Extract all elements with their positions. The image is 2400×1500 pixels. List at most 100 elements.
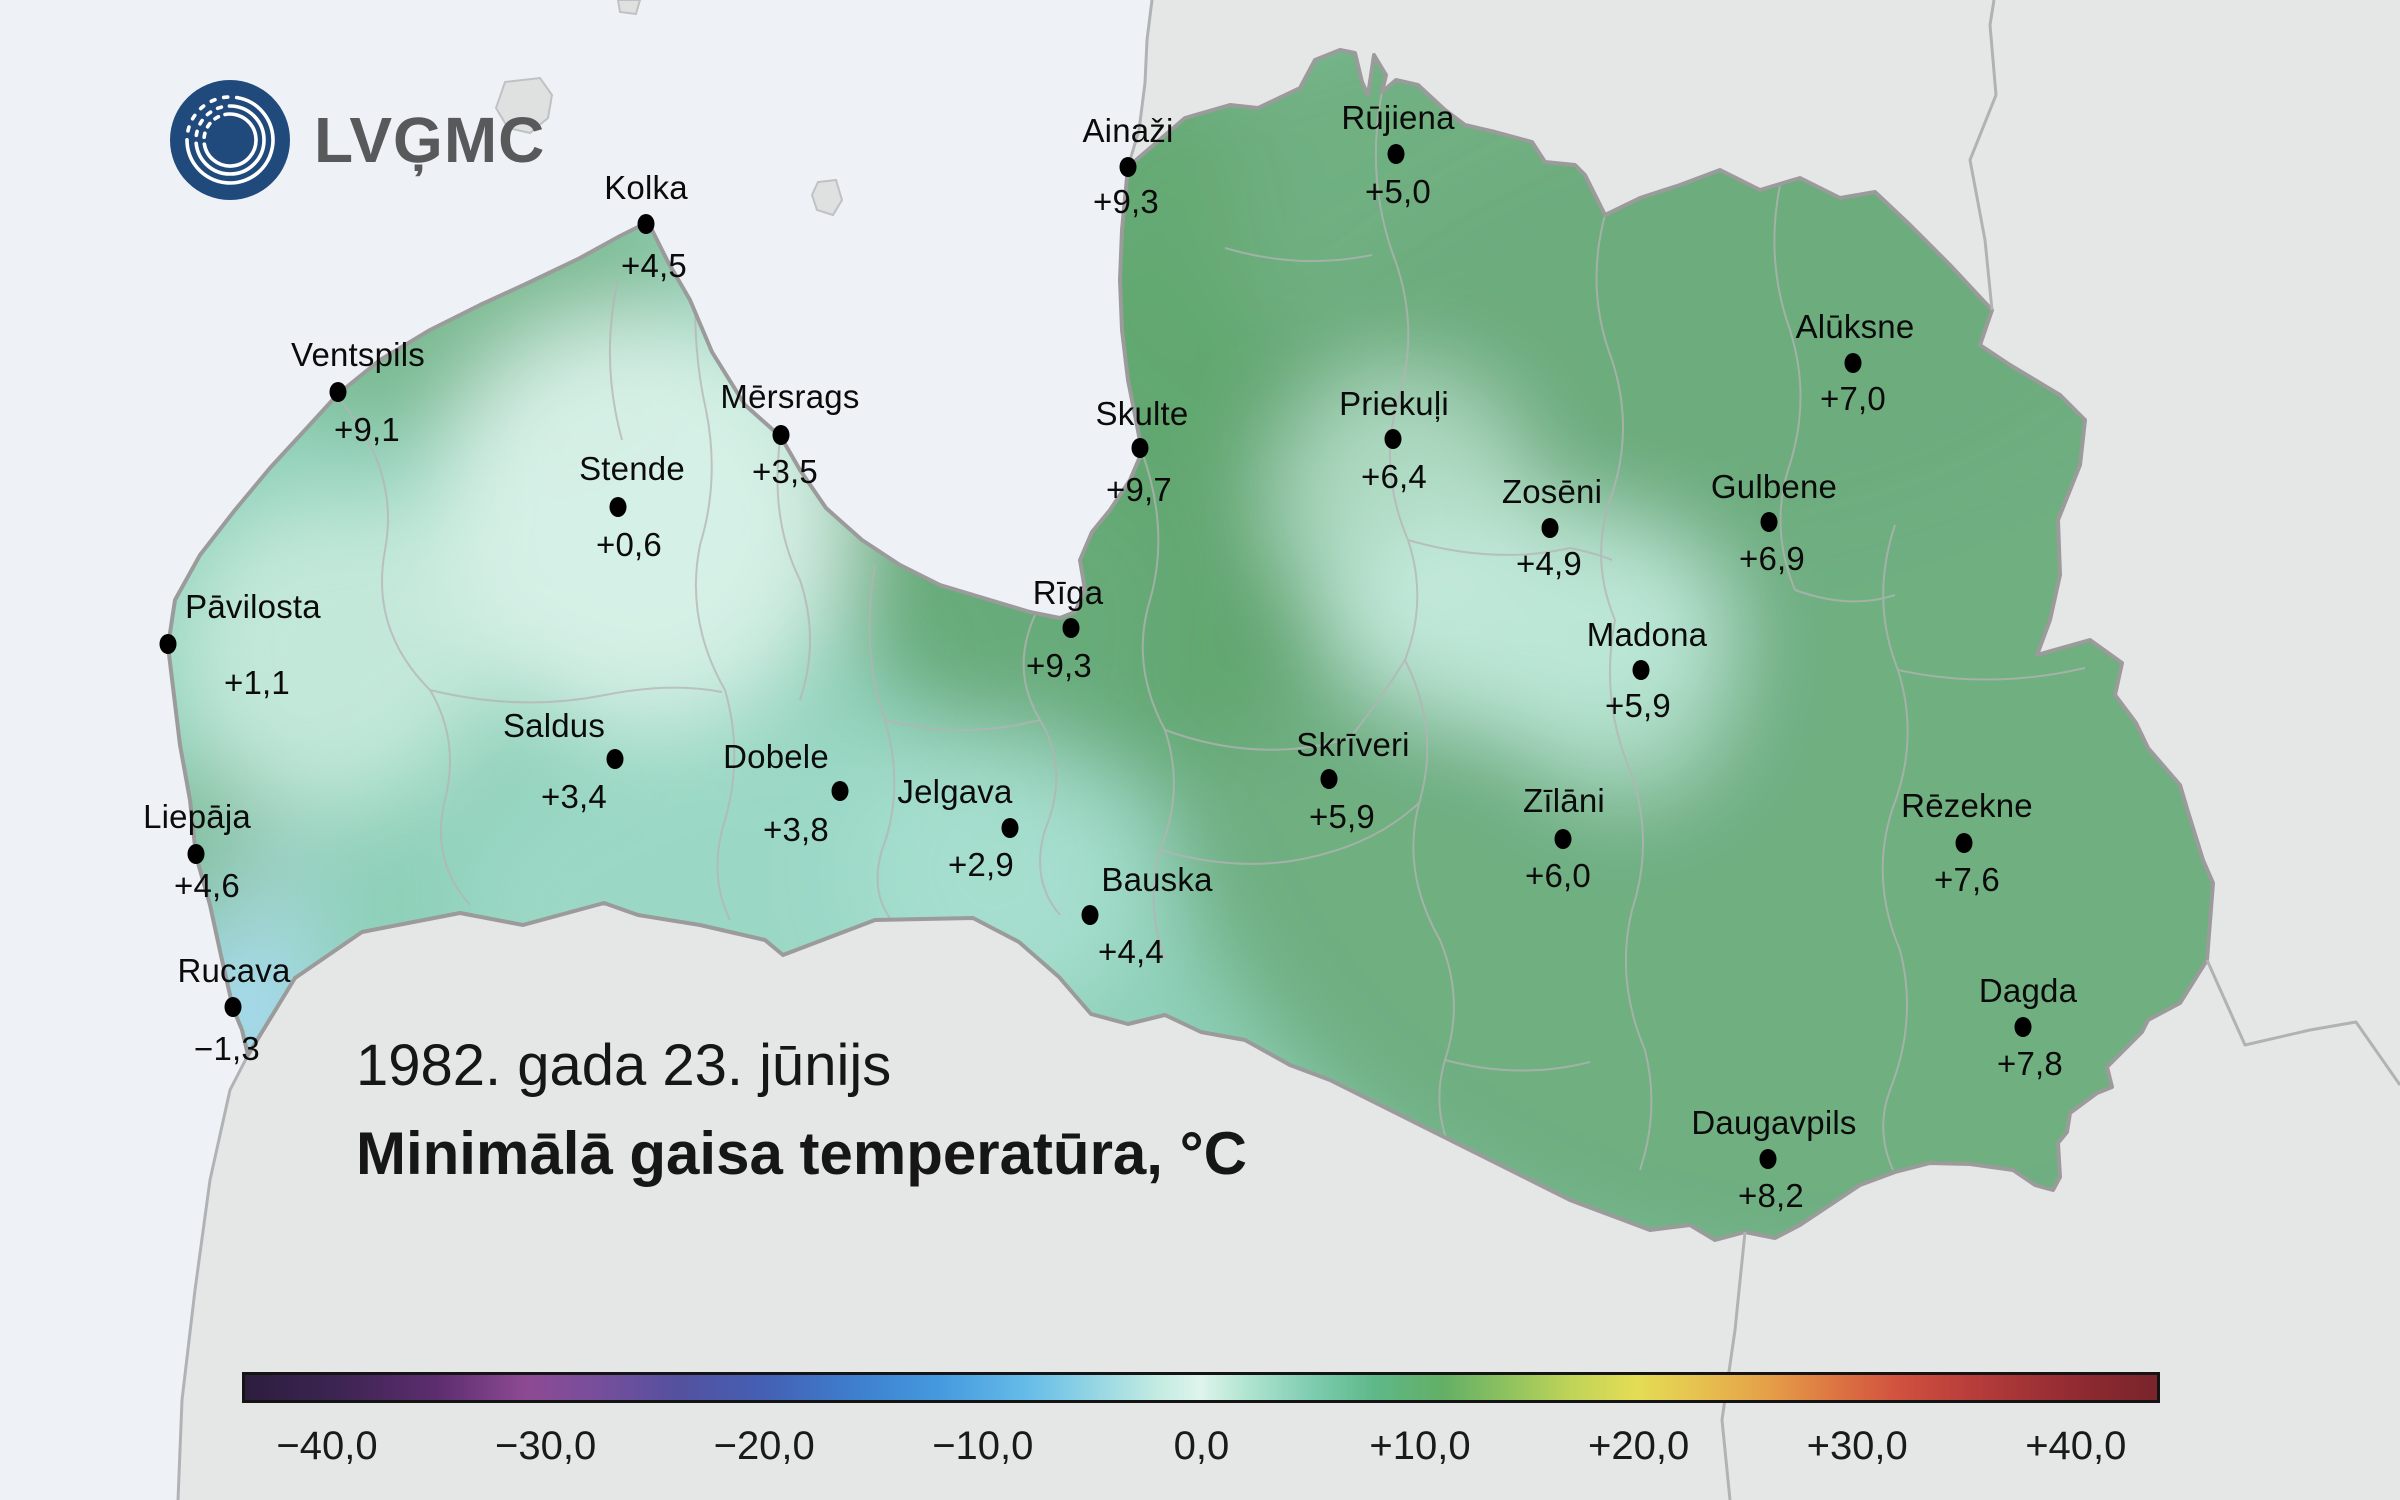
station-label: Gulbene	[1710, 468, 1838, 505]
station-value: +3,4	[541, 778, 607, 815]
station-value: +5,9	[1309, 798, 1375, 835]
station-value: +8,2	[1738, 1177, 1804, 1214]
station-label: Rēzekne	[1901, 787, 2033, 824]
lvgmc-logo: LVĢMC	[168, 78, 545, 202]
station-value: +6,0	[1525, 857, 1591, 894]
station-label: Saldus	[502, 707, 606, 744]
station-dots-layer	[159, 144, 2032, 1169]
station-dot	[1001, 818, 1019, 838]
station-label: Daugavpils	[1691, 1104, 1857, 1141]
station-value: +4,5	[621, 247, 687, 284]
station-value: −1,3	[194, 1030, 260, 1067]
station-value: +9,1	[334, 411, 400, 448]
station-dot	[1119, 157, 1137, 177]
scale-tick-label: +20,0	[1587, 1424, 1690, 1468]
map-date: 1982. gada 23. jūnijs	[356, 1033, 892, 1098]
station-value: +4,4	[1098, 933, 1164, 970]
station-value: +9,7	[1106, 471, 1172, 508]
lithuania-coastline	[176, 1054, 250, 1500]
scale-tick-label: −30,0	[494, 1424, 597, 1468]
station-dot	[1131, 438, 1149, 458]
station-dot	[187, 844, 205, 864]
station-label: Rīga	[1032, 574, 1104, 611]
station-label: Bauska	[1101, 861, 1213, 898]
scale-tick-label: +30,0	[1806, 1424, 1908, 1468]
station-value: +9,3	[1026, 647, 1092, 684]
station-value: +6,4	[1361, 458, 1427, 495]
station-dot	[1844, 353, 1862, 373]
station-dot	[1760, 512, 1778, 532]
station-label: Dobele	[723, 738, 829, 775]
map-title-block: 1982. gada 23. jūnijs Minimālā gaisa tem…	[356, 1032, 1247, 1188]
station-dot	[1320, 769, 1338, 789]
station-label: Ainaži	[1082, 112, 1174, 149]
station-value: +9,3	[1093, 183, 1159, 220]
scale-tick-label: +40,0	[2025, 1424, 2127, 1468]
lvgmc-logo-text: LVĢMC	[314, 104, 546, 176]
station-label: Zosēni	[1501, 473, 1603, 510]
station-dot	[1384, 429, 1402, 449]
station-dot	[159, 634, 177, 654]
scale-tick-label: −20,0	[713, 1424, 815, 1468]
station-value: +7,8	[1997, 1045, 2063, 1082]
station-dot	[224, 997, 242, 1017]
sea-islands	[494, 0, 844, 217]
scale-tick-label: −10,0	[932, 1424, 1034, 1468]
station-value: +3,8	[763, 811, 829, 848]
scale-tick-label: −40,0	[276, 1424, 378, 1468]
station-dot	[1759, 1149, 1777, 1169]
station-dot	[772, 425, 790, 445]
latvia-border	[166, 48, 2215, 1242]
station-label: Pāvilosta	[185, 588, 321, 625]
station-label: Ventspils	[291, 336, 425, 373]
station-label: Rucava	[177, 952, 291, 989]
station-value: +7,0	[1820, 380, 1886, 417]
baltic-sea	[0, 0, 1152, 1500]
station-label: Skrīveri	[1296, 726, 1410, 763]
station-value: +3,5	[752, 453, 818, 490]
station-dot	[1632, 660, 1650, 680]
station-value: +1,1	[224, 664, 290, 701]
station-value: +4,6	[174, 867, 240, 904]
station-dot	[1062, 618, 1080, 638]
station-label: Liepāja	[143, 798, 251, 835]
station-value: +6,9	[1739, 540, 1805, 577]
station-dot	[831, 781, 849, 801]
station-label: Mērsrags	[720, 378, 860, 415]
station-label: Madona	[1586, 616, 1708, 653]
station-dot	[1081, 905, 1099, 925]
station-dot	[1554, 829, 1572, 849]
map-metric-title: Minimālā gaisa temperatūra, °C	[356, 1120, 1247, 1187]
estonia-coastline	[1126, 0, 1154, 168]
station-dot	[329, 382, 347, 402]
station-label: Dagda	[1978, 972, 2078, 1009]
station-dot	[1387, 144, 1405, 164]
station-label: Alūksne	[1795, 308, 1915, 345]
color-scale-bar	[242, 1372, 2160, 1403]
station-label: Rūjiena	[1341, 99, 1455, 136]
station-label: Kolka	[604, 169, 688, 206]
station-dot	[1955, 833, 1973, 853]
station-dot	[1541, 518, 1559, 538]
station-value: +0,6	[596, 526, 662, 563]
station-dot	[609, 497, 627, 517]
station-label: Jelgava	[897, 773, 1013, 810]
station-label: Stende	[579, 450, 685, 487]
station-value: +4,9	[1516, 545, 1582, 582]
lvgmc-logo-icon	[170, 80, 290, 200]
municipality-borders	[339, 91, 2086, 1171]
station-value: +7,6	[1934, 861, 2000, 898]
station-value: +2,9	[948, 846, 1014, 883]
station-dot	[637, 214, 655, 234]
scale-tick-label: +10,0	[1369, 1424, 1471, 1468]
scale-tick-label: 0,0	[1173, 1424, 1230, 1468]
station-label: Zīlāni	[1523, 782, 1605, 819]
station-value: +5,0	[1365, 173, 1431, 210]
station-label: Skulte	[1095, 395, 1189, 432]
station-dot	[2014, 1017, 2032, 1037]
station-label: Priekuļi	[1339, 385, 1449, 422]
station-dot	[606, 749, 624, 769]
station-value: +5,9	[1605, 687, 1671, 724]
